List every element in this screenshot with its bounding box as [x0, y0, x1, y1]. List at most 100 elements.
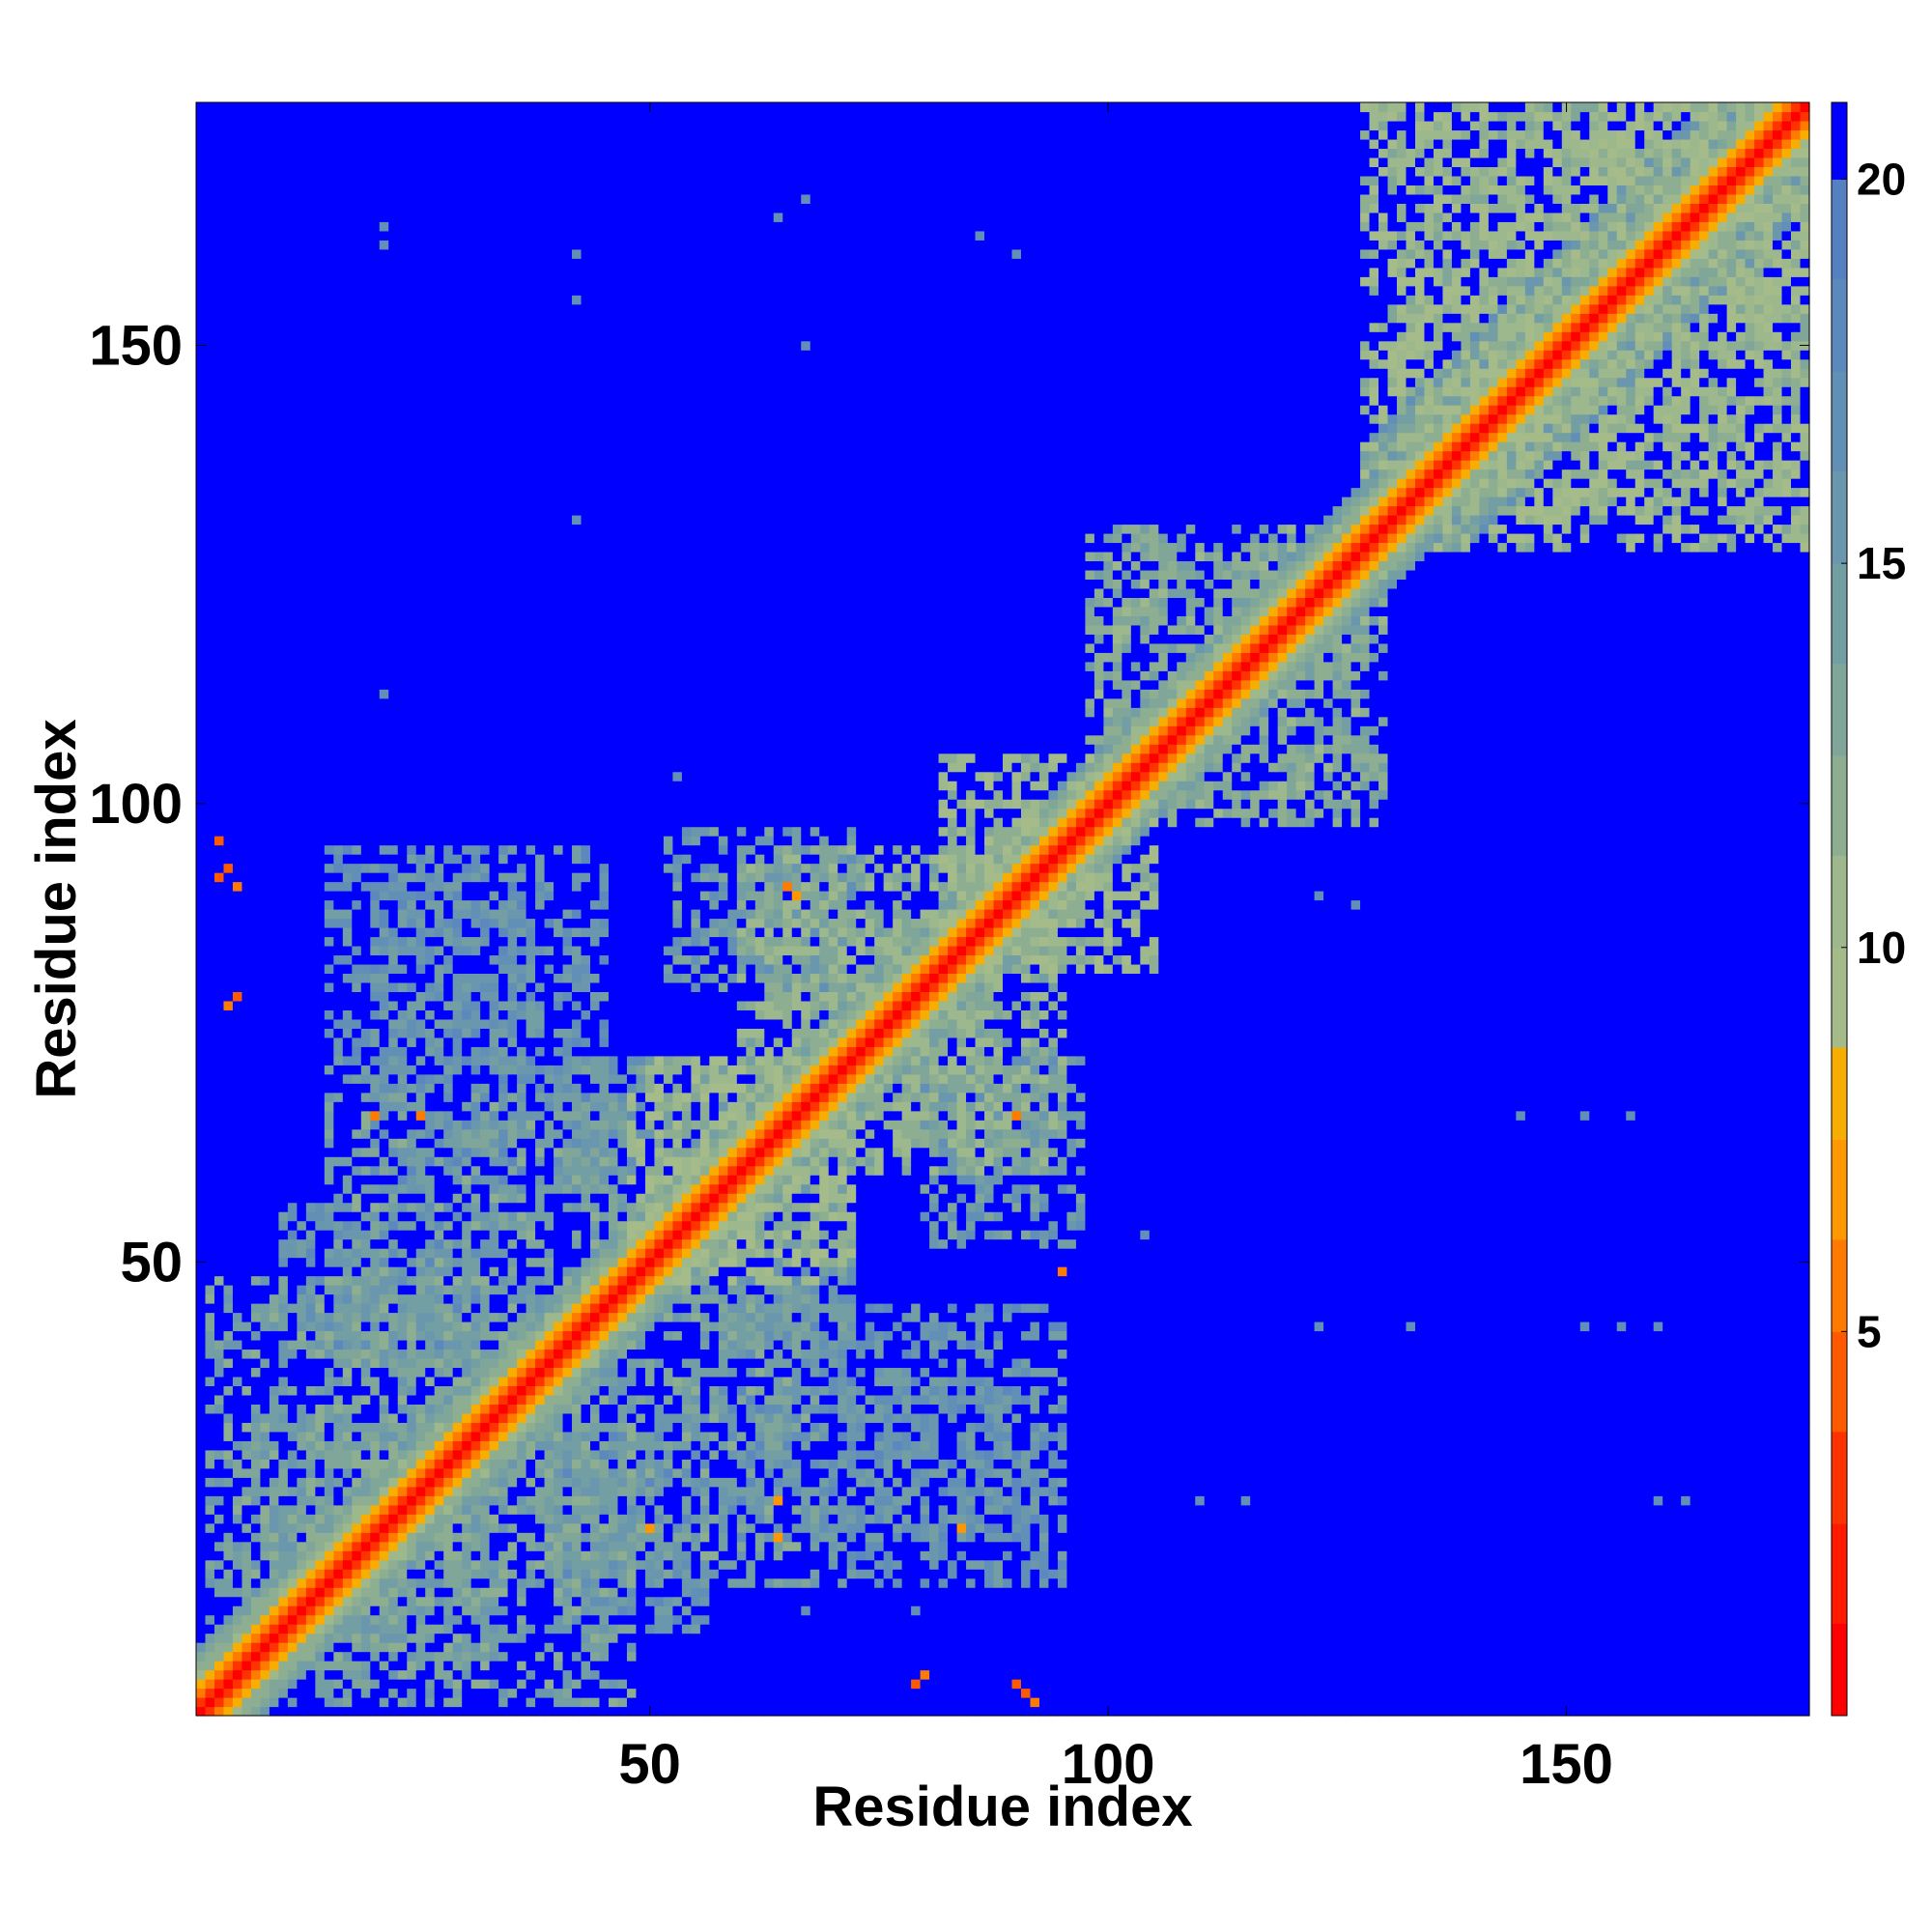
heatmap-cell: [1617, 1661, 1627, 1670]
heatmap-cell: [1607, 1624, 1617, 1634]
heatmap-cell: [1003, 1597, 1012, 1606]
heatmap-cell: [1718, 1569, 1727, 1578]
heatmap-cell: [966, 1634, 976, 1643]
heatmap-cell: [462, 1624, 471, 1634]
heatmap-cell: [1654, 1634, 1663, 1643]
heatmap-cell: [1323, 1605, 1333, 1615]
heatmap-cell: [1599, 1642, 1608, 1652]
heatmap-cell: [627, 1707, 637, 1717]
heatmap-cell: [755, 1578, 765, 1588]
heatmap-cell: [1644, 1697, 1654, 1707]
heatmap-cell: [1058, 1605, 1067, 1615]
heatmap-cell: [1122, 1689, 1131, 1698]
heatmap-cell: [609, 1569, 618, 1578]
heatmap-cell: [1746, 1642, 1755, 1652]
heatmap-cell: [1654, 1578, 1663, 1588]
heatmap-cell: [838, 1661, 847, 1670]
heatmap-cell: [682, 1569, 692, 1578]
heatmap-cell: [709, 1670, 719, 1680]
heatmap-cell: [884, 1569, 894, 1578]
heatmap-cell: [1342, 1697, 1351, 1707]
heatmap-cell: [1497, 1697, 1507, 1707]
heatmap-cell: [1287, 1605, 1296, 1615]
heatmap-cell: [856, 1697, 866, 1707]
heatmap-cell: [737, 1597, 747, 1606]
heatmap-cell: [333, 1624, 343, 1634]
heatmap-cell: [333, 1634, 343, 1643]
heatmap-cell: [388, 1661, 398, 1670]
heatmap-cell: [957, 1578, 967, 1588]
heatmap-cell: [782, 1642, 792, 1652]
heatmap-cell: [242, 1634, 251, 1643]
heatmap-cell: [1195, 1689, 1205, 1698]
heatmap-cell: [856, 1642, 866, 1652]
heatmap-cell: [526, 1569, 536, 1578]
heatmap-cell: [490, 1587, 499, 1597]
heatmap-cell: [746, 1578, 755, 1588]
heatmap-cell: [443, 1578, 453, 1588]
heatmap-cell: [600, 1615, 610, 1625]
heatmap-cell: [1241, 1642, 1251, 1652]
heatmap-cell: [333, 1560, 343, 1570]
heatmap-cell: [1580, 1707, 1590, 1717]
heatmap-cell: [1030, 1652, 1039, 1662]
heatmap-cell: [288, 1605, 298, 1615]
heatmap-cell: [361, 1605, 371, 1615]
heatmap-cell: [223, 1697, 233, 1707]
heatmap-cell: [1580, 1578, 1590, 1588]
heatmap-cell: [1599, 1624, 1608, 1634]
heatmap-cell: [1177, 1578, 1186, 1588]
heatmap-cell: [921, 1642, 930, 1652]
heatmap-cell: [1727, 1578, 1737, 1588]
heatmap-cell: [884, 1634, 894, 1643]
heatmap-cell: [1681, 1624, 1690, 1634]
heatmap-cell: [627, 1597, 637, 1606]
heatmap-cell: [654, 1679, 664, 1689]
heatmap-cell: [343, 1587, 353, 1597]
heatmap-cell: [838, 1679, 847, 1689]
heatmap-cell: [1315, 1624, 1324, 1634]
heatmap-cell: [847, 1679, 857, 1689]
heatmap-cell: [1562, 1605, 1572, 1615]
heatmap-cell: [1241, 1597, 1251, 1606]
heatmap-cell: [838, 1569, 847, 1578]
heatmap-cell: [1470, 1670, 1480, 1680]
heatmap-cell: [582, 1670, 591, 1680]
heatmap-cell: [1736, 1642, 1746, 1652]
heatmap-cell: [911, 1615, 921, 1625]
heatmap-cell: [388, 1624, 398, 1634]
heatmap-cell: [1672, 1578, 1682, 1588]
heatmap-cell: [297, 1615, 306, 1625]
heatmap-cell: [1131, 1689, 1141, 1698]
heatmap-cell: [929, 1569, 939, 1578]
heatmap-cell: [617, 1689, 627, 1698]
heatmap-cell: [764, 1661, 774, 1670]
heatmap-cell: [526, 1689, 536, 1698]
heatmap-cell: [902, 1624, 912, 1634]
heatmap-cell: [654, 1624, 664, 1634]
heatmap-cell: [1562, 1615, 1572, 1625]
heatmap-cell: [664, 1707, 673, 1717]
heatmap-cell: [1287, 1661, 1296, 1670]
heatmap-cell: [242, 1661, 251, 1670]
heatmap-cell: [1195, 1652, 1205, 1662]
heatmap-cell: [471, 1661, 481, 1670]
heatmap-cell: [1718, 1679, 1727, 1689]
heatmap-cell: [453, 1569, 463, 1578]
heatmap-cell: [1434, 1597, 1443, 1606]
heatmap-cell: [1644, 1578, 1654, 1588]
heatmap-cell: [1268, 1597, 1278, 1606]
heatmap-cell: [966, 1605, 976, 1615]
heatmap-cell: [1360, 1707, 1370, 1717]
heatmap-cell: [270, 1597, 279, 1606]
heatmap-cell: [1452, 1605, 1462, 1615]
heatmap-cell: [874, 1707, 884, 1717]
heatmap-cell: [966, 1670, 976, 1680]
heatmap-cell: [572, 1652, 582, 1662]
heatmap-cell: [1066, 1578, 1076, 1588]
heatmap-cell: [966, 1624, 976, 1634]
heatmap-cell: [627, 1661, 637, 1670]
heatmap-cell: [1635, 1634, 1645, 1643]
heatmap-cell: [1150, 1605, 1159, 1615]
heatmap-cell: [1250, 1707, 1260, 1717]
